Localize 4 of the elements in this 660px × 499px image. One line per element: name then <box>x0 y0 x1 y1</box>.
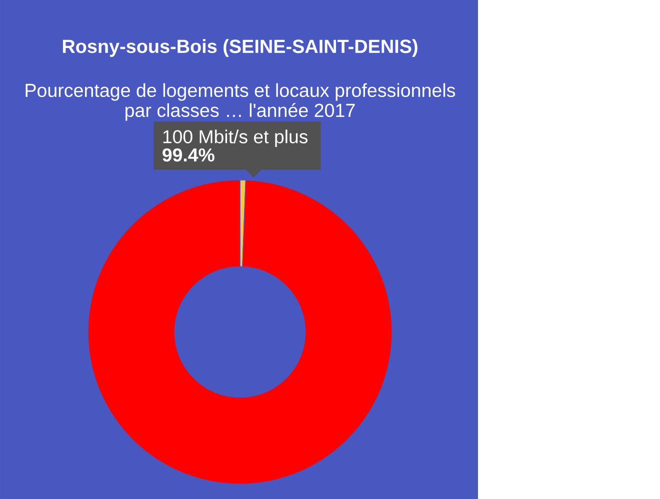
data-label: 99.4% <box>162 148 214 162</box>
chart-subtitle: Pourcentage de logements et locaux professionnels par classes … l'année 2017 <box>26 83 456 121</box>
chart-title: Rosny-sous-Bois (SEINE-SAINT-DENIS) <box>62 39 418 57</box>
slice-label: 100 Mbit/s et plus <box>163 130 308 148</box>
